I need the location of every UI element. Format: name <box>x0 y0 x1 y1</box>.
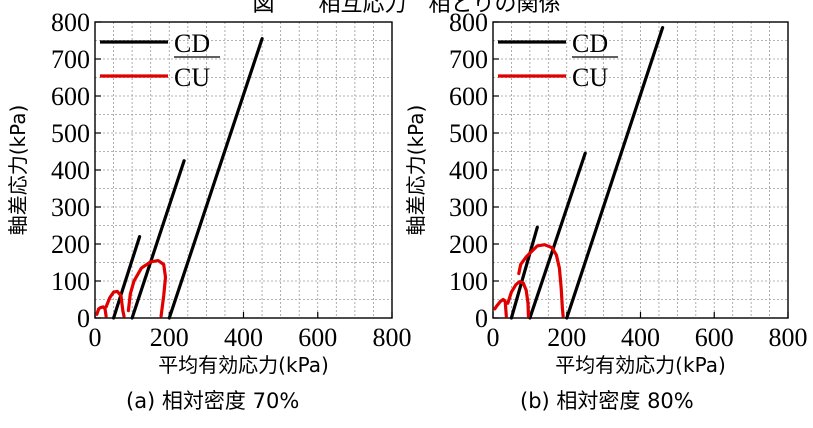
y-tick-label: 100 <box>51 267 90 296</box>
x-tick-label: 800 <box>769 323 808 352</box>
caption-b: (b) 相対密度 80% <box>520 389 694 413</box>
figure-caption: 図 相互応力 相とりの関係 <box>252 0 561 17</box>
series-cd-path-2 <box>130 159 186 320</box>
legend-cu-label: CU <box>174 63 210 92</box>
y-tick-label: 200 <box>51 230 90 259</box>
y-tick-label: 500 <box>51 119 90 148</box>
x-tick-label: 600 <box>695 323 734 352</box>
y-tick-label: 700 <box>51 45 90 74</box>
x-tick-label: 200 <box>547 323 586 352</box>
y-tick-label: 0 <box>77 304 90 333</box>
y-tick-label: 500 <box>449 119 488 148</box>
series-cd-path-3 <box>167 37 264 320</box>
series-cu-path-1 <box>493 297 508 318</box>
y-tick-label: 0 <box>475 304 488 333</box>
chart-a: 0 200 400 600 800 0 100 200 300 400 500 600 700 800 平均… <box>6 8 412 377</box>
series-cu-path-2 <box>506 280 530 318</box>
series-cu-path-1 <box>95 305 108 318</box>
y-tick-label: 400 <box>51 156 90 185</box>
y-tick-label: 600 <box>449 82 488 111</box>
series-cu-path-2 <box>104 289 126 318</box>
x-tick-label: 200 <box>150 323 189 352</box>
y-tick-label: 800 <box>51 8 90 37</box>
x-axis-label: 平均有効応力(kPa) <box>158 353 329 377</box>
legend-cu-label: CU <box>572 63 608 92</box>
y-axis-label: 軸差応力(kPa) <box>6 105 30 236</box>
series-cd-path-1 <box>112 235 142 320</box>
legend-cd-label: CD <box>174 29 210 58</box>
x-tick-label: 0 <box>487 323 500 352</box>
y-tick-label: 700 <box>449 45 488 74</box>
series-cu-path-3 <box>517 243 565 318</box>
x-tick-label: 0 <box>89 323 102 352</box>
y-tick-label: 600 <box>51 82 90 111</box>
y-axis-label: 軸差応力(kPa) <box>404 105 428 236</box>
series-cd-path-1 <box>509 225 539 320</box>
series-cu-path-3 <box>126 259 168 318</box>
chart-b: 0 200 400 600 800 0 100 200 300 400 500 600 700 800 平均… <box>404 8 808 377</box>
x-axis-label: 平均有効応力(kPa) <box>555 353 726 377</box>
caption-a: (a) 相対密度 70% <box>126 389 300 413</box>
x-tick-label: 800 <box>373 323 412 352</box>
legend-cd-label: CD <box>572 29 608 58</box>
series-cd-path-3 <box>565 26 665 320</box>
y-tick-label: 800 <box>449 8 488 37</box>
series-cd-path-2 <box>528 151 587 320</box>
x-tick-label: 400 <box>224 323 263 352</box>
y-tick-label: 200 <box>449 230 488 259</box>
y-tick-label: 400 <box>449 156 488 185</box>
x-tick-label: 600 <box>298 323 337 352</box>
y-tick-label: 100 <box>449 267 488 296</box>
x-tick-label: 400 <box>621 323 660 352</box>
y-tick-label: 300 <box>449 193 488 222</box>
y-tick-label: 300 <box>51 193 90 222</box>
